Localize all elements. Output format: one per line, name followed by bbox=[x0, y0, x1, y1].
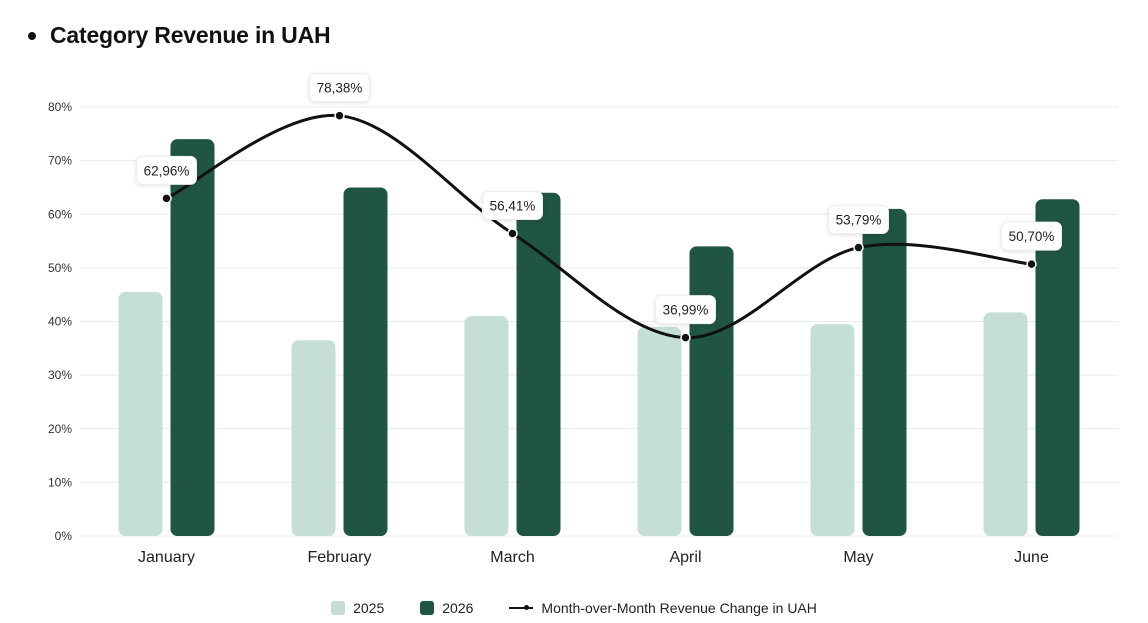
mom-change-point bbox=[161, 193, 172, 204]
y-tick-label: 70% bbox=[48, 154, 72, 168]
data-label-box bbox=[655, 295, 716, 325]
bar-2025 bbox=[464, 316, 509, 536]
legend-label-2026: 2026 bbox=[442, 600, 474, 616]
chart-title: Category Revenue in UAH bbox=[50, 22, 331, 48]
y-tick-label: 80% bbox=[48, 100, 72, 114]
mom-change-point bbox=[680, 332, 691, 343]
bar-2026 bbox=[689, 246, 734, 537]
bar-2025 bbox=[983, 312, 1028, 536]
chart-title-row: Category Revenue in UAH bbox=[28, 22, 331, 49]
data-label: 36,99% bbox=[663, 303, 709, 318]
x-category-label: April bbox=[669, 549, 701, 566]
data-label: 78,38% bbox=[317, 81, 363, 96]
mom-change-point bbox=[1026, 258, 1037, 270]
data-label-box bbox=[136, 155, 197, 185]
x-category-label: February bbox=[307, 549, 371, 566]
mom-change-point bbox=[853, 242, 864, 253]
legend-label-2025: 2025 bbox=[353, 600, 385, 616]
y-tick-label: 50% bbox=[48, 261, 72, 275]
y-tick-label: 0% bbox=[55, 529, 73, 543]
legend-swatch-2025 bbox=[331, 601, 346, 615]
bar-2026 bbox=[516, 192, 561, 537]
data-label-box bbox=[1001, 221, 1062, 251]
data-label-box bbox=[828, 205, 889, 235]
bar-2026 bbox=[862, 208, 907, 536]
mom-change-point bbox=[334, 110, 345, 121]
legend-line-swatch bbox=[509, 601, 534, 615]
x-category-label: May bbox=[843, 549, 873, 566]
bar-2025 bbox=[637, 326, 682, 536]
data-label: 53,79% bbox=[836, 213, 882, 228]
y-tick-label: 20% bbox=[48, 422, 72, 436]
bar-2026 bbox=[1035, 199, 1080, 537]
legend-label-mom-change: Month-over-Month Revenue Change in UAH bbox=[541, 600, 817, 616]
y-tick-label: 30% bbox=[48, 368, 72, 382]
legend-item-2026[interactable]: 2026 bbox=[420, 600, 473, 616]
data-label: 56,41% bbox=[490, 199, 536, 214]
x-category-label: January bbox=[138, 549, 195, 566]
bar-2025 bbox=[291, 340, 336, 536]
legend-item-mom-change[interactable]: Month-over-Month Revenue Change in UAH bbox=[509, 600, 817, 616]
data-label: 50,70% bbox=[1009, 229, 1055, 244]
data-label-box bbox=[309, 73, 370, 103]
legend-item-2025[interactable]: 2025 bbox=[331, 600, 384, 616]
chart-area: 0% 10% 20% 30% 40% 50% 60% 70% 80% January Februar… bbox=[48, 73, 1118, 566]
y-tick-label: 10% bbox=[48, 475, 72, 489]
mom-change-point bbox=[507, 228, 518, 239]
x-category-label: June bbox=[1014, 549, 1049, 566]
mom-change-line bbox=[165, 114, 1033, 340]
legend-swatch-2026 bbox=[420, 601, 435, 615]
bar-2026 bbox=[170, 139, 215, 537]
y-tick-label: 60% bbox=[48, 207, 72, 221]
bar-2025 bbox=[118, 292, 163, 536]
title-bullet bbox=[28, 31, 36, 40]
data-label-box bbox=[482, 191, 543, 221]
bar-2026 bbox=[343, 187, 388, 536]
bar-2025 bbox=[810, 324, 855, 536]
data-label: 62,96% bbox=[144, 163, 190, 178]
x-category-label: March bbox=[490, 549, 534, 566]
chart-legend: 2025 2026 Month-over-Month Revenue Chang… bbox=[0, 600, 1148, 616]
y-tick-label: 40% bbox=[48, 315, 72, 329]
